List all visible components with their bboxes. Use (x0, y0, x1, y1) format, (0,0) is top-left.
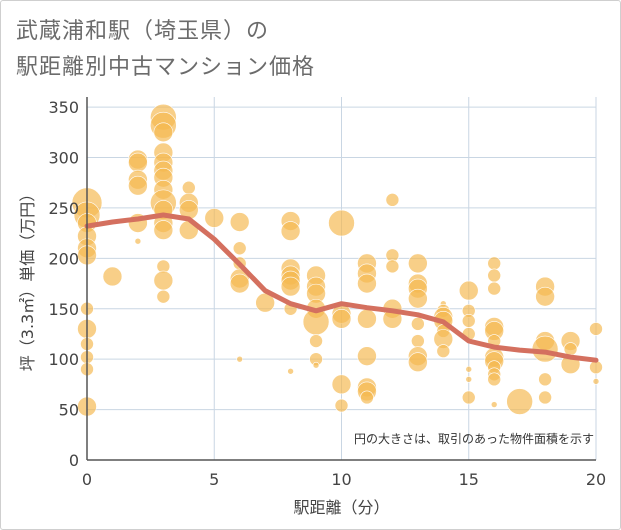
y-tick-label: 50 (59, 401, 79, 420)
y-tick-label: 150 (48, 300, 79, 319)
x-tick-label: 20 (586, 470, 606, 489)
bubble (232, 241, 247, 256)
bubble (312, 361, 320, 369)
bubble (153, 122, 174, 143)
bubble (411, 334, 425, 348)
bubble (408, 288, 428, 309)
y-tick-label: 250 (48, 199, 79, 218)
x-tick-label: 0 (82, 470, 92, 489)
bubble (128, 152, 148, 173)
bubble (357, 346, 377, 366)
bubble (280, 221, 301, 241)
bubble (328, 209, 355, 237)
x-tick-label: 5 (209, 470, 219, 489)
bubble (153, 220, 174, 240)
bubble (134, 237, 142, 245)
bubble (357, 273, 377, 294)
bubble-layer (71, 103, 603, 417)
bubble (182, 180, 196, 195)
bubble (156, 289, 171, 304)
bubble (331, 374, 352, 395)
x-tick-label: 15 (459, 470, 479, 489)
bubble (538, 372, 552, 387)
axes (86, 97, 596, 461)
bubble (461, 314, 476, 328)
bubble (385, 193, 400, 207)
bubble (506, 388, 533, 415)
bubble (331, 309, 352, 329)
bubble (461, 390, 476, 405)
y-tick-label: 100 (48, 350, 79, 369)
bubble (436, 344, 451, 358)
bubble (465, 376, 473, 383)
bubble (287, 367, 294, 375)
bubble (229, 273, 250, 294)
size-annotation: 円の大きさは、取引のあった物件面積を示す (354, 431, 594, 446)
bubble (408, 352, 428, 372)
bubble (236, 355, 243, 363)
bubble (128, 175, 148, 196)
bubble (408, 253, 428, 274)
bubble (487, 281, 502, 296)
bubble (357, 309, 377, 329)
bubble (535, 286, 555, 307)
chart-title-line-1: 武蔵浦和駅（埼玉県）の (16, 19, 270, 44)
chart-title: 武蔵浦和駅（埼玉県）の 駅距離別中古マンション価格 (16, 14, 315, 86)
bubble (385, 259, 400, 274)
y-axis-label: 坪（3.3㎡）単価（万円） (18, 186, 37, 371)
bubble (563, 342, 578, 356)
bubble (229, 212, 250, 232)
y-tick-label: 300 (48, 149, 79, 168)
y-tick-label: 200 (48, 249, 79, 268)
bubble (538, 390, 552, 405)
bubble (589, 322, 603, 336)
bubble (458, 280, 479, 301)
bubble (592, 378, 600, 385)
bubble (490, 401, 498, 408)
trend-line (84, 212, 599, 363)
y-tick-label: 350 (48, 98, 79, 117)
bubble (204, 208, 225, 228)
bubble (360, 390, 374, 405)
bubble (487, 372, 502, 387)
chart-title-line-2: 駅距離別中古マンション価格 (16, 55, 316, 80)
x-axis-label: 駅距離（分） (293, 498, 389, 517)
y-tick-label: 0 (69, 451, 79, 470)
x-tick-label: 10 (331, 470, 351, 489)
bubble (411, 317, 425, 331)
bubble (487, 256, 502, 271)
bubble (309, 334, 323, 348)
bubble (487, 268, 502, 283)
bubble (153, 270, 174, 291)
bubble (102, 266, 123, 287)
bubble (465, 365, 473, 373)
bubble (334, 398, 349, 413)
bubble (280, 276, 301, 297)
